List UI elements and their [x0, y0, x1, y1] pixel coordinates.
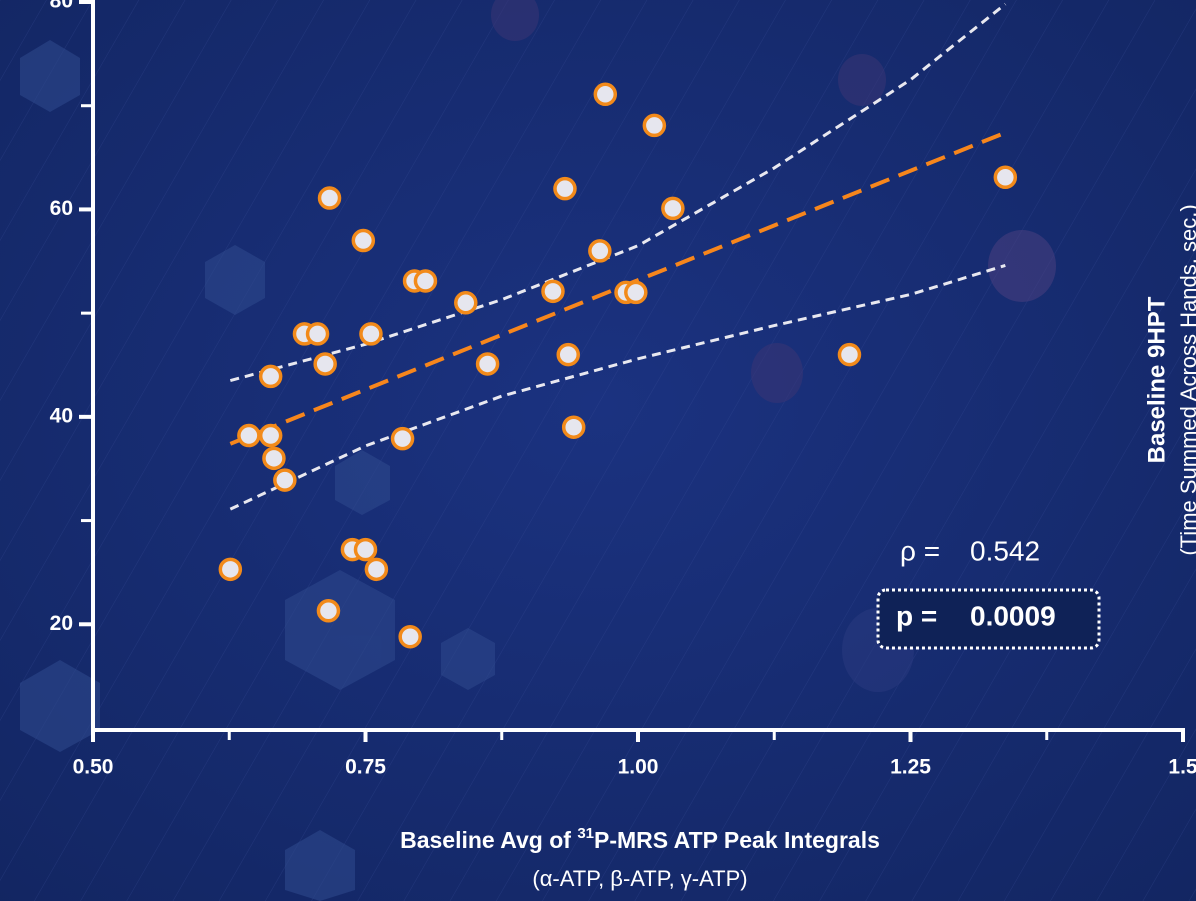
data-point [393, 429, 413, 449]
data-point [315, 354, 335, 374]
data-point [361, 324, 381, 344]
data-point [366, 559, 386, 579]
page: 0.50 0.75 1.00 1.25 1.5 20 40 60 80 Baseline Avg… [0, 0, 1196, 901]
y-tick-label: 60 [50, 197, 73, 220]
data-point [356, 540, 376, 560]
data-point [261, 366, 281, 386]
x-label-part: P-MRS ATP Peak Integrals [594, 827, 880, 853]
data-point [415, 271, 435, 291]
data-point [543, 281, 563, 301]
data-point [478, 354, 498, 374]
background-texture [0, 0, 1196, 901]
x-label-superscript: 31 [577, 825, 594, 842]
data-point [644, 115, 664, 135]
x-label-part: Baseline Avg of [400, 827, 577, 853]
data-point [595, 84, 615, 104]
p-label: p = [896, 600, 937, 631]
data-point [626, 282, 646, 302]
data-point [308, 324, 328, 344]
rho-label: ρ = [900, 535, 940, 566]
y-tick-label: 80 [50, 0, 73, 13]
data-point [564, 417, 584, 437]
data-point [558, 345, 578, 365]
x-axis-sublabel: (α-ATP, β-ATP, γ-ATP) [532, 866, 747, 891]
rho-value: 0.542 [970, 535, 1040, 566]
data-point [590, 241, 610, 261]
data-point [400, 627, 420, 647]
data-point [663, 198, 683, 218]
x-tick-label: 1.25 [890, 756, 931, 779]
y-axis-label: Baseline 9HPT [1143, 296, 1170, 463]
data-point [839, 345, 859, 365]
data-point [555, 179, 575, 199]
x-tick-label: 0.75 [345, 756, 386, 779]
x-axis-label: Baseline Avg of 31P-MRS ATP Peak Integra… [400, 825, 880, 853]
data-point [995, 167, 1015, 187]
data-point [318, 601, 338, 621]
chart: 0.50 0.75 1.00 1.25 1.5 20 40 60 80 Baseline Avg… [0, 0, 1196, 901]
p-value: 0.0009 [970, 600, 1056, 631]
data-point [320, 188, 340, 208]
x-tick-label: 1.5 [1168, 756, 1196, 779]
data-point [275, 470, 295, 490]
y-axis-sublabel: (Time Summed Across Hands, sec.) [1176, 204, 1196, 555]
data-point [456, 293, 476, 313]
data-point [239, 426, 259, 446]
data-point [261, 426, 281, 446]
y-tick-label: 20 [50, 612, 73, 635]
x-tick-label: 0.50 [73, 756, 114, 779]
data-point [264, 448, 284, 468]
y-tick-label: 40 [50, 404, 73, 427]
x-tick-label: 1.00 [618, 756, 659, 779]
data-point [220, 559, 240, 579]
data-point [353, 231, 373, 251]
